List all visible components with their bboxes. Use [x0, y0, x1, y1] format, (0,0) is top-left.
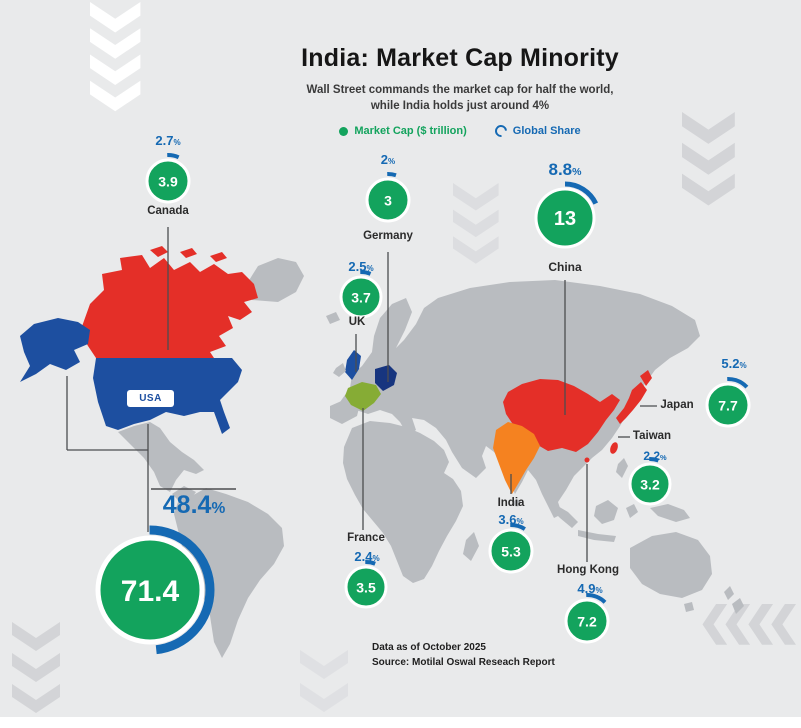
global-share-ring-icon: [492, 122, 510, 140]
header: India: Market Cap Minority Wall Street c…: [160, 44, 760, 140]
map-region-canada-islands: [150, 246, 227, 262]
share-pct-china: 8.8%: [548, 160, 582, 179]
country-label-france: France: [347, 532, 385, 544]
share-pct-india: 3.6%: [498, 512, 524, 527]
subtitle-line-2: while India holds just around 4%: [370, 100, 550, 113]
map-region-india: [493, 422, 540, 494]
map-region-uk: [345, 350, 361, 380]
marketcap-value-germany: 3: [384, 193, 392, 209]
marketcap-badge-china: 13: [528, 181, 602, 255]
country-label-canada: Canada: [147, 205, 189, 217]
market-cap-dot-icon: [339, 126, 349, 136]
share-pct-france: 2.4%: [354, 549, 380, 564]
map-region-greenland: [248, 258, 304, 302]
map-region-tasmania-nz: [684, 586, 744, 614]
footer-source: Source: Motilal Oswal Reseach Report: [372, 656, 555, 668]
country-label-taiwan: Taiwan: [632, 430, 672, 442]
marketcap-badge-hong-kong: 7.2: [559, 593, 615, 649]
marketcap-badge-usa: 71.4: [85, 525, 215, 655]
map-region-alaska: [20, 318, 90, 382]
country-label-germany: Germany: [363, 230, 413, 242]
share-pct-hong-kong: 4.9%: [577, 581, 603, 596]
map-region-south-america: [174, 488, 284, 658]
marketcap-badge-uk: 3.7: [334, 270, 388, 324]
marketcap-value-hong-kong: 7.2: [577, 614, 597, 630]
marketcap-value-usa: 71.4: [121, 575, 180, 608]
marketcap-value-china: 13: [554, 208, 576, 230]
legend-market-cap-label: Market Cap ($ trillion): [354, 125, 467, 138]
map-region-taiwan: [610, 442, 618, 454]
footer-date: Data as of October 2025: [372, 642, 486, 653]
map-region-france: [345, 382, 381, 411]
map-region-africa: [343, 421, 463, 583]
marketcap-badge-taiwan: 3.2: [623, 457, 677, 511]
map-region-hong-kong: [584, 457, 590, 463]
map-region-southeast-asia: [552, 458, 690, 542]
country-label-hong-kong: Hong Kong: [557, 564, 619, 576]
marketcap-badge-france: 3.5: [339, 560, 393, 614]
country-label-uk: UK: [348, 316, 366, 328]
country-label-china: China: [548, 260, 582, 274]
marketcap-value-india: 5.3: [501, 544, 521, 560]
share-pct-japan: 5.2%: [721, 356, 747, 371]
marketcap-badge-germany: 3: [360, 172, 416, 228]
marketcap-badge-canada: 3.9: [140, 153, 196, 209]
map-label-usa: USA: [127, 390, 174, 407]
map-region-australia: [630, 532, 712, 598]
map-region-japan: [616, 370, 652, 424]
map-region-ireland: [333, 363, 346, 377]
legend-item-market-cap: Market Cap ($ trillion): [339, 125, 467, 138]
legend-global-share-label: Global Share: [512, 125, 581, 138]
legend: Market Cap ($ trillion) Global Share: [160, 122, 760, 140]
marketcap-badge-india: 5.3: [483, 523, 539, 579]
footer: Data as of October 2025 Source: Motilal …: [372, 641, 555, 670]
share-pct-canada: 2.7%: [155, 133, 181, 148]
marketcap-value-canada: 3.9: [158, 174, 178, 190]
share-pct-uk: 2.5%: [348, 259, 374, 274]
share-pct-usa: 48.4%: [162, 491, 226, 519]
map-region-germany: [375, 365, 397, 391]
map-region-iceland: [326, 312, 340, 324]
page-subtitle: Wall Street commands the market cap for …: [160, 82, 760, 114]
marketcap-badge-japan: 7.7: [700, 377, 756, 433]
bottom-border-strip: [0, 717, 801, 728]
map-region-mexico: [118, 422, 204, 492]
share-pct-germany: 2%: [380, 152, 396, 167]
map-region-sri-lanka: [513, 499, 521, 507]
map-region-madagascar: [463, 532, 479, 561]
subtitle-line-1: Wall Street commands the market cap for …: [306, 84, 614, 96]
marketcap-value-taiwan: 3.2: [640, 477, 660, 493]
country-label-india: India: [497, 497, 525, 509]
marketcap-value-france: 3.5: [356, 580, 376, 596]
marketcap-value-uk: 3.7: [351, 290, 371, 306]
page-title: India: Market Cap Minority: [301, 44, 619, 72]
connector-lines: [66, 227, 657, 562]
legend-item-global-share: Global Share: [492, 122, 581, 140]
country-label-japan: Japan: [660, 399, 694, 411]
marketcap-value-japan: 7.7: [718, 398, 738, 414]
map-region-canada: [80, 255, 258, 358]
